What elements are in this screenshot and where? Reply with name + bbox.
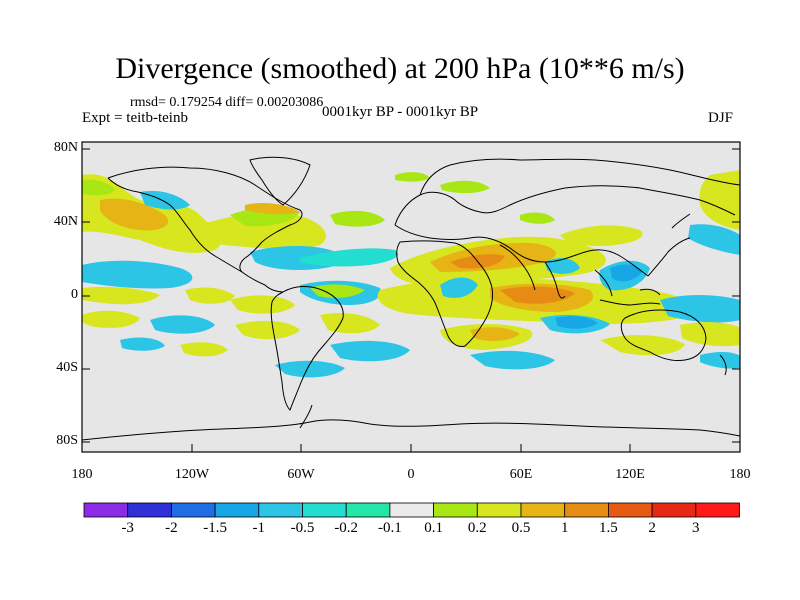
x-label: 60W (287, 467, 315, 482)
rmsd-diff-text: rmsd= 0.179254 diff= 0.00203086 (130, 95, 324, 110)
colorbar-label: -0.5 (290, 520, 315, 536)
colorbar-box (127, 502, 172, 518)
colorbar-box (389, 502, 434, 518)
colorbar-label: 3 (692, 520, 700, 536)
x-label: 120W (174, 467, 210, 482)
colorbar-label: 0.1 (424, 520, 443, 536)
colorbar-box (258, 502, 303, 518)
x-label: 180 (729, 467, 751, 482)
season-label: DJF (708, 110, 734, 126)
colorbar-label: 0.5 (511, 520, 531, 536)
y-label: 40S (56, 360, 78, 375)
y-label: 80N (53, 140, 78, 155)
x-label: 0 (407, 467, 415, 482)
y-label: 40N (53, 214, 78, 229)
colorbar-label: 1 (560, 520, 569, 536)
colorbar-box (695, 502, 740, 518)
colorbar-box (608, 502, 653, 518)
colorbar-box (476, 502, 522, 518)
colorbar-box (214, 502, 260, 518)
x-label: 180 (71, 467, 93, 482)
colorbar-box (170, 502, 216, 518)
colorbar-box (520, 502, 566, 518)
plot-title: Divergence (smoothed) at 200 hPa (10**6 … (115, 52, 685, 85)
colorbar-label: -0.1 (378, 520, 402, 536)
colorbar-label: 2 (648, 520, 656, 536)
y-ticks (82, 148, 740, 443)
colorbar-box (433, 502, 478, 518)
colorbar-label: 1.5 (599, 520, 618, 536)
colorbar-box (564, 502, 609, 518)
colorbar-box (302, 502, 347, 518)
experiment-label: Expt = teitb-teinb (82, 110, 188, 126)
colorbar-label: -0.2 (334, 520, 359, 536)
colorbar-box (345, 502, 391, 518)
y-label: 80S (56, 433, 78, 448)
x-label: 120E (615, 467, 645, 482)
colorbar (83, 502, 740, 518)
x-ticks (81, 444, 741, 452)
colorbar-label: 0.2 (467, 520, 487, 536)
period-label: 0001kyr BP - 0001kyr BP (322, 104, 479, 120)
coastlines (82, 156, 740, 441)
y-label: 0 (71, 287, 78, 302)
colorbar-label: -3 (121, 520, 134, 536)
colorbar-label: -1.5 (203, 520, 227, 536)
colorbar-box (651, 502, 697, 518)
x-label: 60E (509, 467, 533, 482)
colorbar-box (83, 502, 129, 518)
colorbar-label: -1 (252, 520, 266, 536)
colorbar-label: -2 (165, 520, 178, 536)
